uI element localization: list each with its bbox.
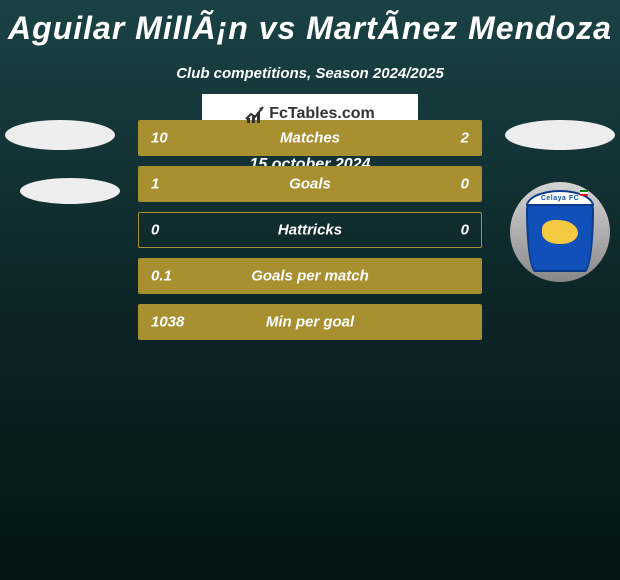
stat-value-left: 10	[151, 130, 168, 147]
stat-bar: Min per goal 1038	[138, 304, 482, 340]
stat-value-left: 1038	[151, 314, 184, 331]
stat-value-right: 0	[461, 176, 469, 193]
stat-bar: Goals per match 0.1	[138, 258, 482, 294]
badge-label: Celaya FC	[541, 195, 579, 202]
subtitle: Club competitions, Season 2024/2025	[0, 65, 620, 82]
stat-label: Hattricks	[278, 222, 342, 239]
stat-value-left: 0	[151, 222, 159, 239]
stat-label: Goals per match	[251, 268, 369, 285]
stat-fill-right	[424, 121, 481, 155]
player-photo-right-1	[505, 120, 615, 150]
stat-label: Goals	[289, 176, 331, 193]
stat-bar: Goals 1 0	[138, 166, 482, 202]
stat-label: Min per goal	[266, 314, 354, 331]
chart-icon	[245, 105, 265, 123]
club-shield-icon: Celaya FC	[526, 192, 594, 272]
stat-value-right: 0	[461, 222, 469, 239]
badge-circle: Celaya FC	[510, 182, 610, 282]
stat-value-left: 1	[151, 176, 159, 193]
page-title: Aguilar MillÃ¡n vs MartÃnez Mendoza	[0, 0, 620, 47]
stat-bar: Matches 10 2	[138, 120, 482, 156]
player-photo-left-2	[20, 178, 120, 204]
stat-bar: Hattricks 0 0	[138, 212, 482, 248]
stat-value-right: 2	[461, 130, 469, 147]
stat-value-left: 0.1	[151, 268, 172, 285]
club-badge-right: Celaya FC	[510, 182, 610, 282]
stat-label: Matches	[280, 130, 340, 147]
player-photo-left-1	[5, 120, 115, 150]
stats-container: Matches102Goals10Hattricks00Goals per ma…	[138, 120, 482, 350]
